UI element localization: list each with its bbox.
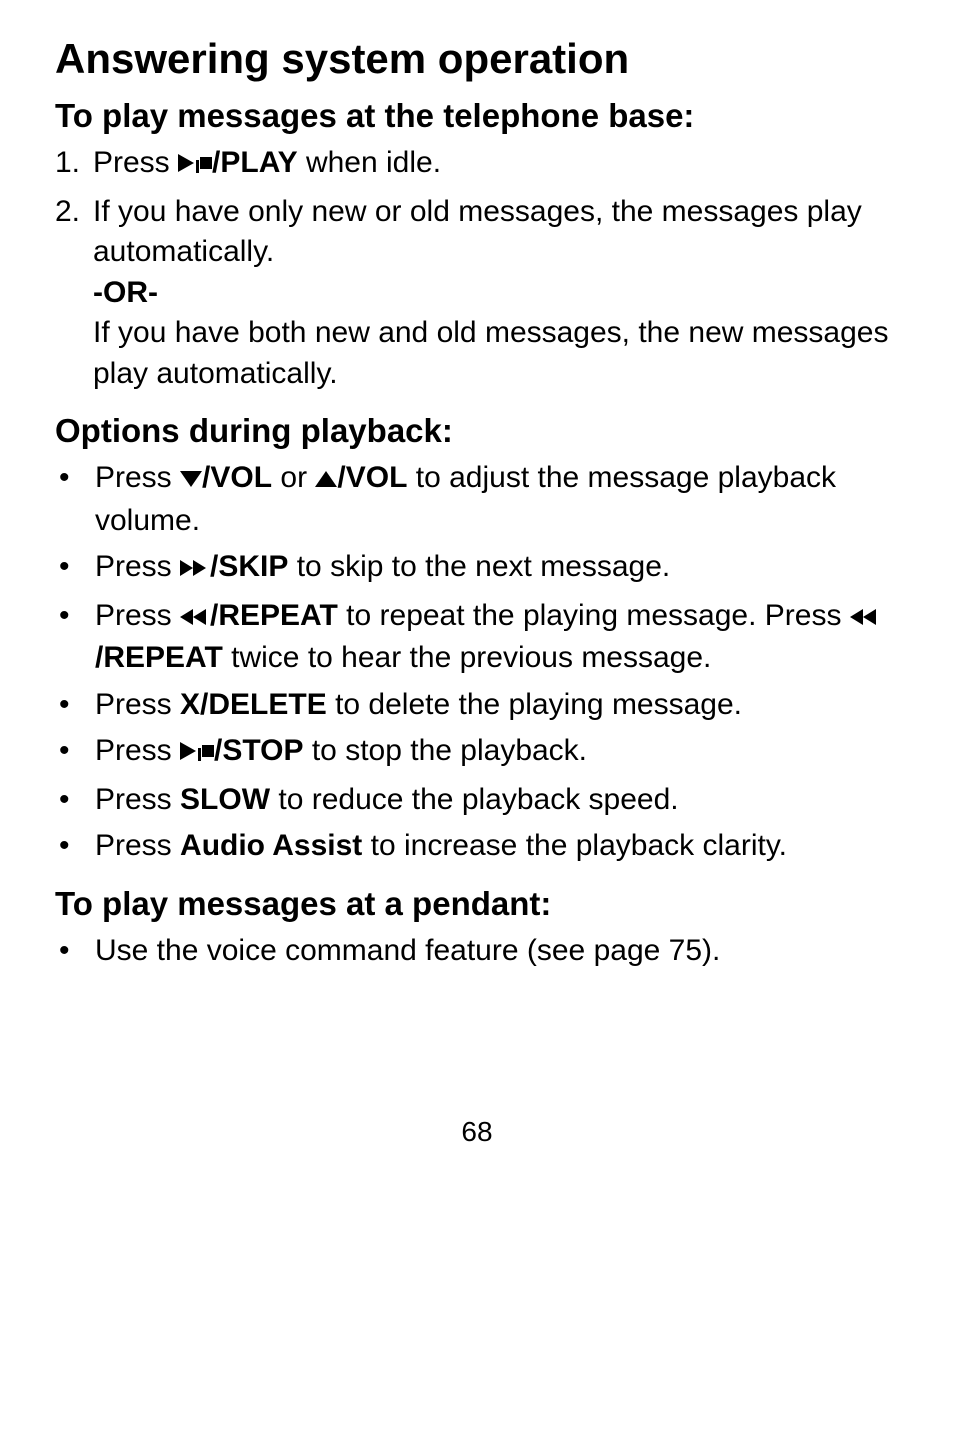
opt2-b: to skip to the next message. (288, 550, 670, 583)
option-repeat: • Press /REPEAT to repeat the playing me… (55, 596, 899, 679)
opt6-slow: SLOW (180, 783, 270, 816)
heading-play-pendant: To play messages at a pendant: (55, 885, 899, 923)
option-volume: • Press /VOL or /VOL to adjust the messa… (55, 458, 899, 541)
opt3-c: twice to hear the previous message. (223, 641, 712, 674)
heading-options-playback: Options during playback: (55, 412, 899, 450)
opt4-del: X/DELETE (180, 688, 327, 721)
step-1-body: Press /PLAY when idle. (93, 143, 899, 186)
bullet-icon: • (55, 931, 95, 972)
opt4-a: Press (95, 688, 180, 721)
step-2-text-b: If you have both new and old messages, t… (93, 313, 899, 394)
triangle-down-icon (180, 460, 202, 501)
step-1: 1. Press /PLAY when idle. (55, 143, 899, 186)
opt5-stop: /STOP (214, 734, 303, 767)
option-slow: • Press SLOW to reduce the playback spee… (55, 780, 899, 821)
bullet-icon: • (55, 547, 95, 590)
opt1-b: or (272, 461, 315, 494)
option-stop-body: Press /STOP to stop the playback. (95, 731, 899, 774)
option-volume-body: Press /VOL or /VOL to adjust the message… (95, 458, 899, 541)
bullet-icon: • (55, 731, 95, 774)
opt1-a: Press (95, 461, 180, 494)
option-audio-assist: • Press Audio Assist to increase the pla… (55, 826, 899, 867)
bullet-icon: • (55, 596, 95, 679)
opt1-vol1: /VOL (202, 461, 272, 494)
opt7-b: to increase the playback clarity. (362, 829, 787, 862)
step-2: 2. If you have only new or old messages,… (55, 192, 899, 395)
play-stop-icon (180, 733, 214, 774)
play-stop-icon (178, 145, 212, 186)
opt4-b: to delete the playing message. (327, 688, 742, 721)
triangle-up-icon (315, 460, 337, 501)
opt6-a: Press (95, 783, 180, 816)
page-number: 68 (55, 1116, 899, 1148)
opt7-aa: Audio Assist (180, 829, 362, 862)
opt1-vol2: /VOL (337, 461, 407, 494)
bullet-icon: • (55, 826, 95, 867)
opt3-rep2: /REPEAT (95, 641, 223, 674)
pendant-voice-command: • Use the voice command feature (see pag… (55, 931, 899, 972)
opt3-b: to repeat the playing message. Press (338, 599, 850, 632)
pendant-body: Use the voice command feature (see page … (95, 931, 899, 972)
fast-forward-icon (180, 549, 210, 590)
bullet-icon: • (55, 458, 95, 541)
option-repeat-body: Press /REPEAT to repeat the playing mess… (95, 596, 899, 679)
option-delete: • Press X/DELETE to delete the playing m… (55, 685, 899, 726)
option-slow-body: Press SLOW to reduce the playback speed. (95, 780, 899, 821)
step-2-text-a: If you have only new or old messages, th… (93, 192, 899, 273)
option-stop: • Press /STOP to stop the playback. (55, 731, 899, 774)
heading-play-base: To play messages at the telephone base: (55, 97, 899, 135)
step-1-text-b: when idle. (298, 146, 441, 179)
step-1-number: 1. (55, 143, 93, 186)
opt2-skip: /SKIP (210, 550, 288, 583)
option-delete-body: Press X/DELETE to delete the playing mes… (95, 685, 899, 726)
step-1-play-label: /PLAY (212, 146, 298, 179)
bullet-icon: • (55, 780, 95, 821)
option-audio-assist-body: Press Audio Assist to increase the playb… (95, 826, 899, 867)
step-2-number: 2. (55, 192, 93, 395)
page-title: Answering system operation (55, 35, 899, 83)
step-2-body: If you have only new or old messages, th… (93, 192, 899, 395)
option-skip-body: Press /SKIP to skip to the next message. (95, 547, 899, 590)
opt5-b: to stop the playback. (304, 734, 588, 767)
rewind-icon (180, 598, 210, 639)
step-2-or: -OR- (93, 273, 899, 314)
opt3-rep1: /REPEAT (210, 599, 338, 632)
opt6-b: to reduce the playback speed. (270, 783, 679, 816)
bullet-icon: • (55, 685, 95, 726)
step-1-text-a: Press (93, 146, 170, 179)
opt3-a: Press (95, 599, 180, 632)
opt2-a: Press (95, 550, 180, 583)
opt7-a: Press (95, 829, 180, 862)
opt5-a: Press (95, 734, 180, 767)
rewind-icon (850, 598, 880, 639)
option-skip: • Press /SKIP to skip to the next messag… (55, 547, 899, 590)
